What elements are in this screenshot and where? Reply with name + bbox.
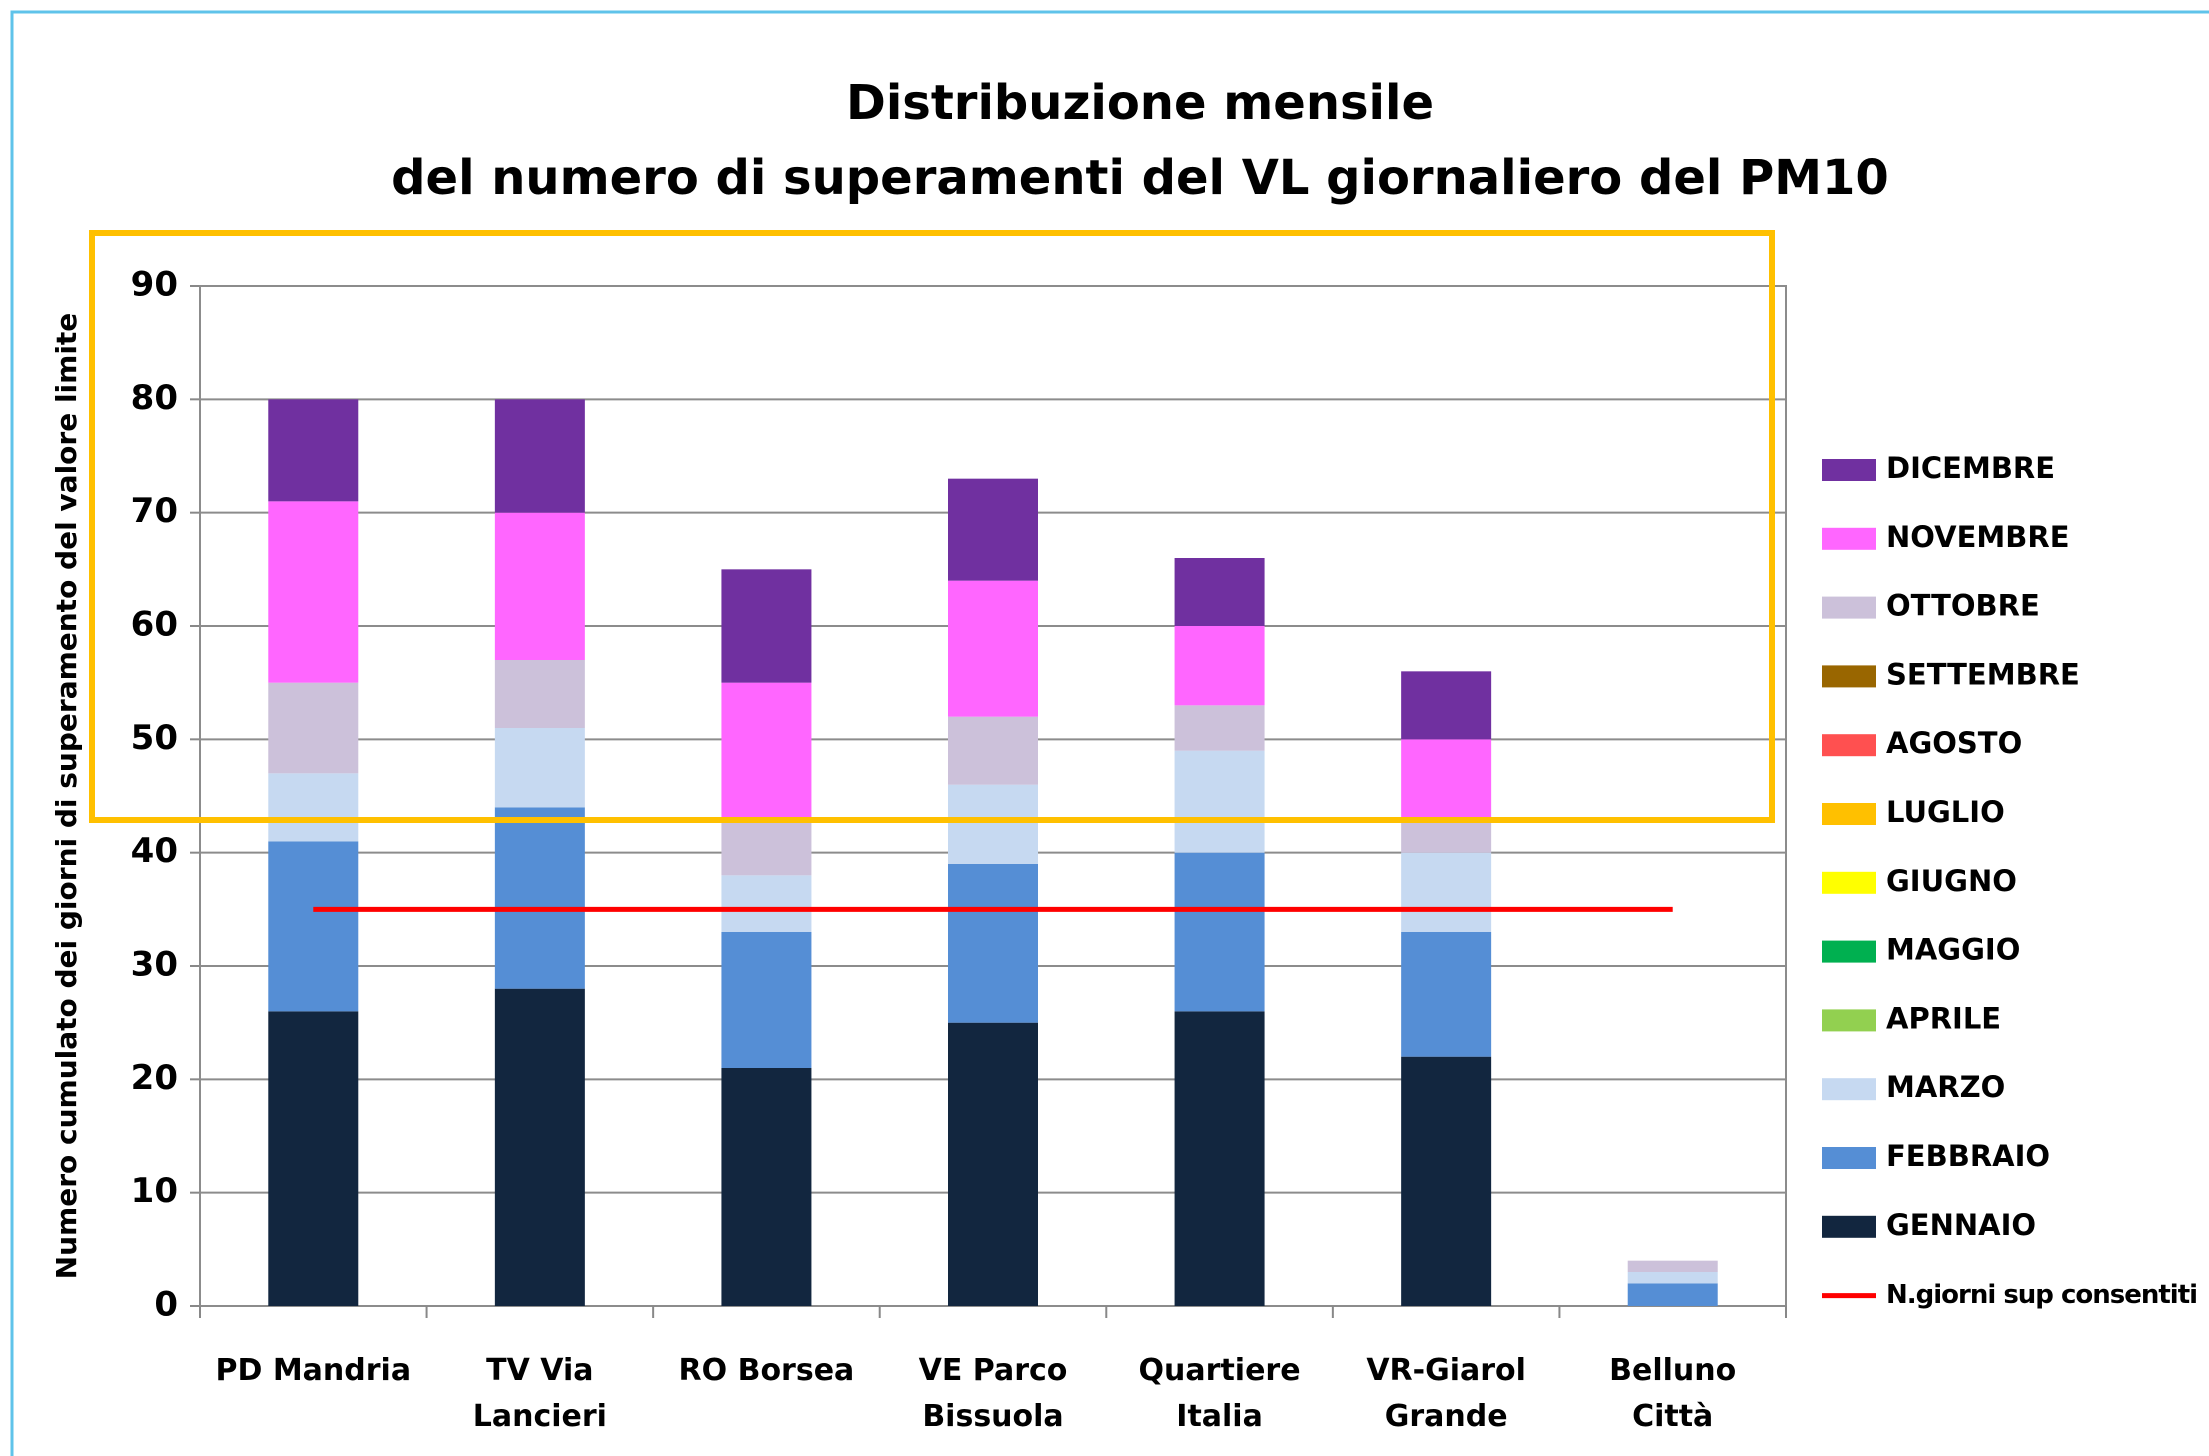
- legend-swatch: [1822, 596, 1876, 619]
- bar-segment: [494, 807, 585, 989]
- legend-label: MAGGIO: [1886, 933, 2020, 967]
- legend-swatch: [1822, 1078, 1876, 1101]
- legend-swatch: [1822, 734, 1876, 757]
- x-tick-label: PD Mandria: [215, 1353, 412, 1388]
- bar-segment: [268, 399, 359, 502]
- bar-segment: [494, 660, 585, 728]
- bar-segment: [1627, 1260, 1718, 1272]
- y-tick-label: 80: [131, 378, 178, 418]
- bar-segment: [1401, 932, 1492, 1057]
- y-tick-label: 90: [131, 265, 178, 305]
- legend-label: SETTEMBRE: [1886, 657, 2080, 691]
- legend-swatch: [1822, 665, 1876, 688]
- x-tick-label: Belluno Città: [1609, 1353, 1737, 1434]
- bar-segment: [1401, 671, 1492, 740]
- chart-title: Distribuzione mensile: [846, 75, 1434, 131]
- legend-swatch: [1822, 527, 1876, 550]
- y-tick-label: 30: [131, 945, 178, 985]
- bar-segment: [1174, 558, 1265, 626]
- x-tick-label: VE Parco Bissuola: [918, 1353, 1068, 1434]
- legend-swatch: [1822, 803, 1876, 825]
- y-tick-label: 10: [131, 1171, 178, 1211]
- bar-segment: [948, 716, 1038, 785]
- bar-segment: [721, 1068, 812, 1306]
- bar-segment: [1627, 1283, 1718, 1306]
- legend-label: DICEMBRE: [1886, 451, 2055, 485]
- legend-label: AGOSTO: [1886, 726, 2022, 760]
- bar-segment: [948, 784, 1038, 864]
- bar-segment: [1174, 750, 1265, 853]
- bar-segment: [948, 580, 1038, 717]
- bar-segment: [1401, 1056, 1492, 1306]
- bar-segment: [1174, 626, 1265, 706]
- bar-segment: [721, 875, 812, 932]
- legend-label: MARZO: [1886, 1070, 2005, 1104]
- legend-label: LUGLIO: [1886, 795, 2005, 829]
- bar-segment: [1174, 705, 1265, 751]
- bar-segment: [268, 501, 359, 683]
- bar-segment: [494, 399, 585, 513]
- y-tick-label: 70: [131, 491, 178, 531]
- y-tick-label: 50: [131, 718, 178, 758]
- legend-swatch: [1822, 940, 1876, 963]
- legend-swatch: [1822, 1009, 1876, 1032]
- x-tick-label: Quartiere Italia: [1138, 1353, 1301, 1434]
- y-tick-label: 0: [154, 1285, 178, 1325]
- bar-segment: [268, 1011, 359, 1306]
- y-tick-label: 20: [131, 1058, 178, 1098]
- bar-segment: [494, 512, 585, 660]
- legend-label: NOVEMBRE: [1886, 520, 2070, 554]
- bar-segment: [948, 1022, 1038, 1306]
- legend-label: N.giorni sup consentiti: [1886, 1280, 2197, 1310]
- bar-segment: [268, 773, 359, 842]
- bar-segment: [721, 818, 812, 876]
- bar-segment: [1174, 1011, 1265, 1306]
- x-tick-label: TV Via Lancieri: [472, 1353, 607, 1434]
- legend-label: OTTOBRE: [1886, 589, 2040, 623]
- bar-segment: [1174, 852, 1265, 1012]
- legend-swatch: [1822, 871, 1876, 894]
- x-tick-label: VR-Giarol Grande: [1366, 1353, 1526, 1434]
- bar-segment: [721, 682, 812, 819]
- bar-segment: [1627, 1272, 1718, 1284]
- x-tick-label: RO Borsea: [678, 1353, 855, 1388]
- legend-label: FEBBRAIO: [1886, 1139, 2050, 1173]
- bar-segment: [1401, 852, 1492, 932]
- legend-swatch: [1822, 1147, 1876, 1169]
- bar-segment: [268, 682, 359, 774]
- y-tick-label: 40: [131, 831, 178, 871]
- bar-segment: [721, 932, 812, 1068]
- bar-segment: [494, 728, 585, 808]
- y-axis-label: Numero cumulato dei giorni di superament…: [50, 313, 83, 1280]
- legend-label: APRILE: [1886, 1001, 2001, 1035]
- bar-segment: [494, 988, 585, 1306]
- legend-swatch: [1822, 459, 1876, 481]
- highlight-box: [89, 230, 1775, 823]
- bar-segment: [948, 864, 1038, 1023]
- bar-segment: [1401, 739, 1492, 819]
- chart-title: del numero di superamenti del VL giornal…: [391, 150, 1889, 206]
- bar-segment: [1401, 818, 1492, 853]
- legend-label: GIUGNO: [1886, 864, 2017, 898]
- frame: [10, 10, 2209, 1456]
- legend-swatch: [1822, 1215, 1876, 1238]
- bar-segment: [721, 569, 812, 683]
- bar-segment: [268, 841, 359, 1012]
- legend-label: GENNAIO: [1886, 1208, 2036, 1242]
- y-tick-label: 60: [131, 605, 178, 645]
- bar-segment: [948, 478, 1038, 581]
